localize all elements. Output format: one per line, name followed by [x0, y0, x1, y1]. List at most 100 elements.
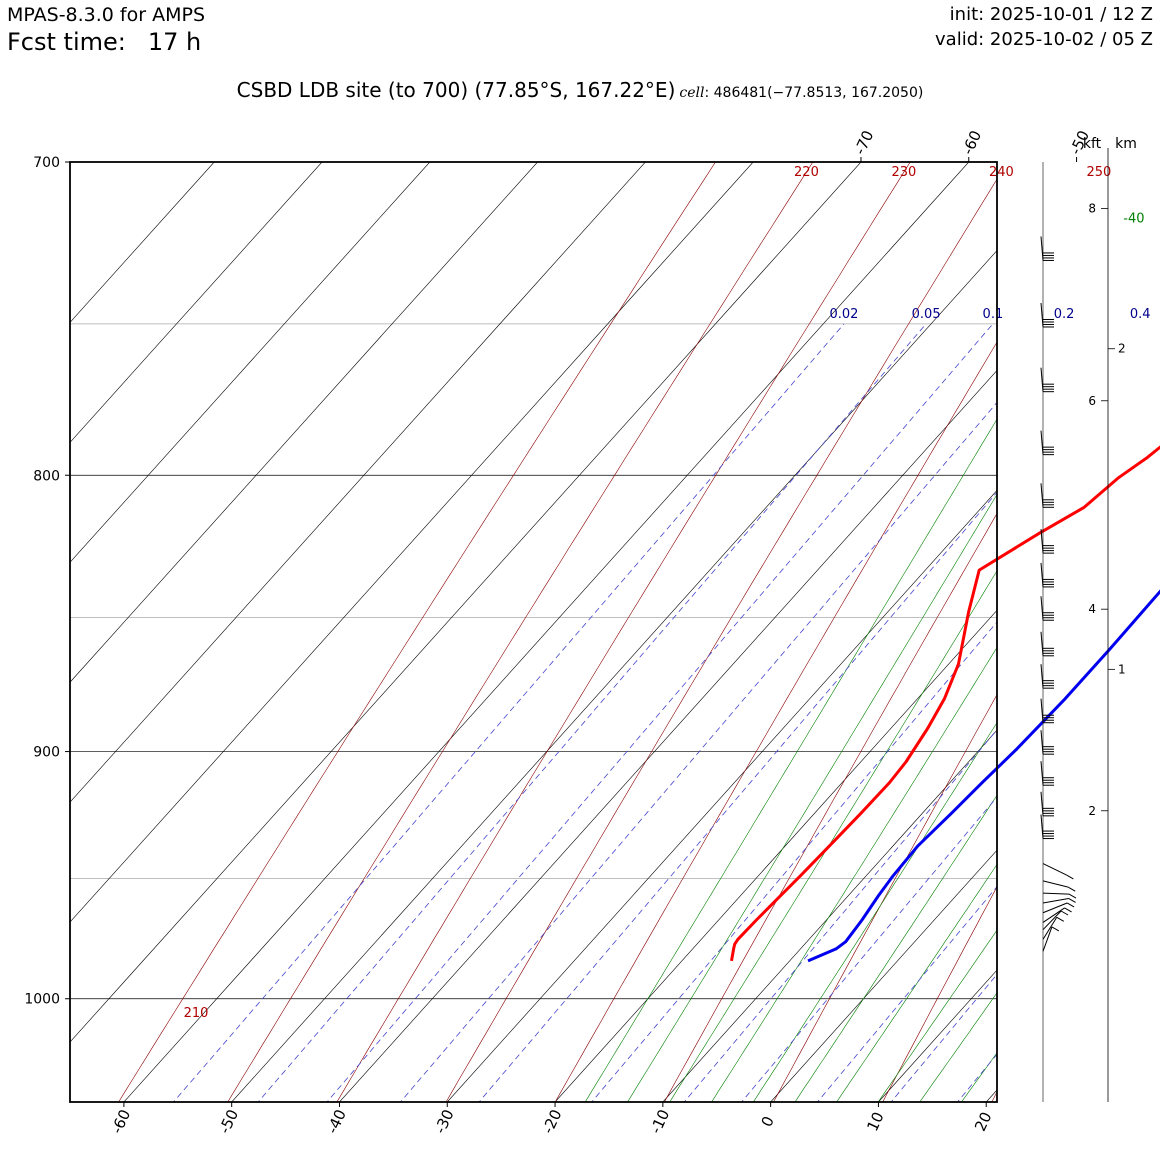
mixing-ratio-line	[478, 491, 997, 1102]
dry-adiabat-line	[991, 1091, 997, 1102]
dry-adiabat-label: 220	[794, 165, 819, 180]
dry-adiabat-line	[664, 512, 997, 1102]
dry-adiabat-line	[1084, 128, 1160, 1135]
temperature-profile-line	[730, 445, 1160, 962]
mixing-ratio-label: 0.02	[829, 307, 858, 322]
cell-label: cell	[679, 85, 705, 101]
pressure-tick-label: 900	[33, 745, 60, 761]
dry-adiabat-line	[336, 162, 911, 1102]
wind-barb	[1042, 902, 1075, 914]
isotherm-line	[1094, 162, 1160, 1102]
isotherm-line	[985, 1089, 997, 1102]
isotherm-line	[70, 162, 646, 803]
wind-barb	[1042, 916, 1065, 940]
mixing-ratio-line	[399, 401, 997, 1102]
plot-area	[70, 128, 1160, 1135]
wind-barb	[1042, 897, 1076, 904]
wind-barb-staff	[1040, 367, 1044, 392]
isotherm-line	[878, 969, 997, 1102]
wind-barb-staff	[1042, 910, 1062, 931]
mixing-ratio-line	[816, 886, 997, 1102]
wind-barb-staff	[1040, 483, 1044, 508]
isotherm-line	[70, 162, 538, 683]
isotherm-line	[70, 162, 323, 443]
mixing-ratio-line	[257, 323, 927, 1102]
wind-barb-flag	[1067, 886, 1076, 892]
wind-barb	[1042, 863, 1074, 880]
wind-barb-flag	[1060, 910, 1069, 916]
isotherm-line	[70, 162, 862, 1043]
isotherm-line	[339, 369, 997, 1102]
moist-adiabat-line	[979, 128, 1160, 1135]
wind-barb-flag	[1064, 907, 1072, 913]
wind-barb	[1040, 302, 1054, 328]
temperature-tick-label: 20	[971, 1109, 995, 1134]
km-tick-label: 1	[1118, 662, 1126, 676]
mixing-ratio-line	[683, 729, 997, 1102]
wind-barb	[1040, 664, 1054, 689]
moist-adiabat-line	[627, 493, 997, 1102]
forecast-time-label: Fcst time:	[7, 28, 126, 56]
wind-barb	[1040, 761, 1054, 786]
wind-barb	[1040, 430, 1054, 456]
wind-barb	[1040, 529, 1054, 554]
moist-adiabat-line	[919, 992, 997, 1102]
wind-barb-staff	[1040, 631, 1044, 656]
wind-barb-flag	[1068, 898, 1076, 903]
kft-tick-label: 2	[1088, 804, 1096, 818]
wind-barb-staff	[1040, 698, 1044, 723]
wind-barb	[1040, 596, 1054, 621]
wind-barb-staff	[1042, 863, 1067, 876]
isotherm-line	[70, 162, 215, 323]
mixing-ratio-label: 0.2	[1054, 307, 1075, 322]
mixing-ratio-label: 0.4	[1130, 307, 1151, 322]
mixing-ratio-line	[956, 1053, 997, 1102]
isotherm-line	[70, 162, 431, 563]
dry-adiabat-line	[445, 178, 997, 1102]
wind-barb	[1040, 814, 1054, 840]
wind-barb-staff	[1040, 302, 1044, 328]
wind-barb-staff	[1040, 430, 1044, 455]
pressure-tick-label: 700	[33, 155, 60, 171]
forecast-time: Fcst time: 17 h	[7, 28, 201, 56]
wind-barb-flag	[1066, 902, 1075, 908]
wind-barb	[1042, 907, 1072, 923]
cell-info: cell: 486481(−77.8513, 167.2050)	[679, 85, 923, 101]
wind-barb-staff	[1042, 897, 1069, 904]
isotherm-line	[554, 609, 997, 1102]
temperature-tick-label: -10	[647, 1107, 674, 1137]
mixing-ratio-line	[890, 973, 997, 1102]
mixing-ratio-line	[172, 323, 845, 1102]
wind-barb-staff	[1042, 926, 1053, 952]
temperature-tick-label: 0	[758, 1113, 778, 1129]
kft-tick-label: 8	[1088, 201, 1096, 215]
temperature-tick-label: -40	[323, 1107, 350, 1137]
mixing-ratio-line	[741, 796, 997, 1102]
isotherm-line	[231, 250, 997, 1102]
wind-barb	[1040, 631, 1054, 657]
isotherm-line	[70, 162, 754, 923]
dry-adiabat-line	[773, 694, 997, 1102]
wind-barb-staff	[1040, 664, 1044, 689]
wind-barb-flag	[1066, 874, 1074, 880]
temperature-tick-label: -60	[959, 128, 986, 158]
temperature-tick-label: -60	[108, 1107, 135, 1137]
pressure-tick-label: 1000	[24, 992, 60, 1008]
wind-barb-staff	[1040, 814, 1044, 839]
wind-barb-staff	[1040, 761, 1044, 786]
wind-barb	[1040, 791, 1054, 817]
moist-adiabat-line	[1062, 128, 1160, 1135]
wind-barb-staff	[1042, 902, 1068, 914]
moist-adiabat-line	[794, 794, 997, 1102]
dry-adiabat-label: 250	[1086, 165, 1111, 180]
dry-adiabat-line	[554, 341, 997, 1102]
wind-barb-staff	[1040, 562, 1044, 587]
dry-adiabat-line	[118, 162, 716, 1102]
wind-barb	[1042, 892, 1077, 899]
wind-barb-staff	[1042, 907, 1065, 923]
temperature-tick-label: -30	[431, 1107, 458, 1137]
isotherm-line	[123, 162, 969, 1102]
kft-axis-label: kft	[1083, 136, 1102, 152]
moist-adiabat-line	[752, 722, 997, 1102]
wind-barb-staff	[1040, 236, 1044, 261]
